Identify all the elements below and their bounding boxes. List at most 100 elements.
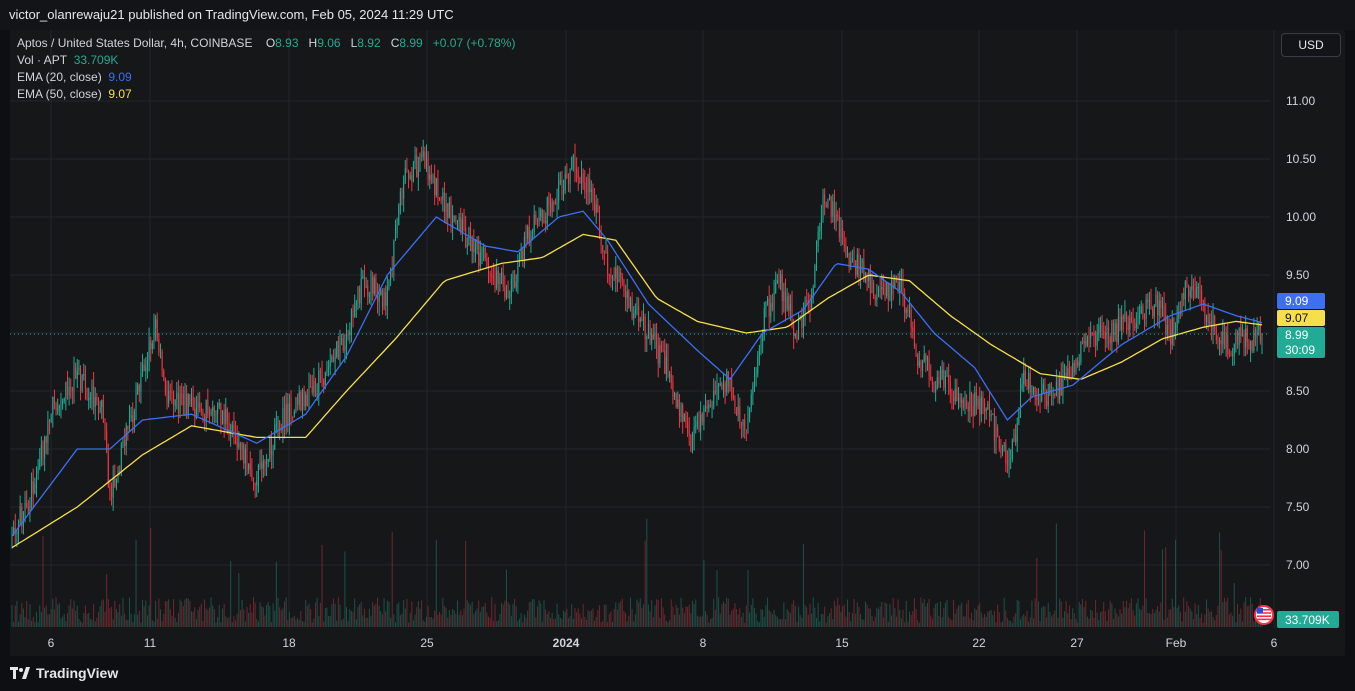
candle-body [267,459,269,462]
volume-bar [944,602,946,627]
candle-body [313,380,315,393]
volume-bar [408,622,410,627]
candle-body [394,232,397,241]
candle-body [913,331,915,347]
volume-bar [892,597,894,627]
volume-bar [97,611,100,627]
volume-bar [58,603,60,627]
candle-body [917,354,919,367]
candle-body [1189,290,1191,297]
candle-body [383,292,385,307]
candle-body [71,387,73,392]
volume-bar [525,617,527,627]
volume-bar [1106,620,1108,627]
volume-bar [941,617,943,627]
volume-bar [1153,613,1155,627]
volume-bar [156,618,158,627]
candle-body [1228,353,1230,355]
candle-body [961,400,963,403]
volume-bar [19,614,21,627]
volume-bar [1046,617,1048,627]
volume-bar [434,610,436,627]
volume-bar [646,518,648,627]
candle-body [1042,383,1044,391]
volume-bar [254,602,256,627]
volume-bar [308,603,310,627]
candle-body [1028,372,1030,389]
candle-body [380,290,382,295]
volume-bar [750,604,752,627]
candle-body [607,251,609,274]
volume-bar [643,604,645,627]
legend-ema20-label[interactable]: EMA (20, close) [17,70,102,84]
volume-bar [86,613,88,627]
candle-body [1254,329,1256,338]
candle-body [682,404,684,422]
volume-bar [179,599,181,627]
volume-bar [1011,622,1013,627]
legend-symbol[interactable]: Aptos / United States Dollar, 4h, COINBA… [17,36,253,50]
legend-ema50-label[interactable]: EMA (50, close) [17,87,102,101]
candle-body [1085,340,1087,346]
volume-bar [1227,597,1229,627]
candle-body [618,272,620,283]
volume-bar [150,528,152,627]
candle-body [443,192,445,213]
candle-body [709,404,711,408]
candle-body [962,400,964,408]
candle-body [814,265,816,288]
volume-bar [1204,614,1206,627]
volume-bar [801,617,803,627]
volume-bar [902,609,904,627]
tradingview-logo[interactable]: TradingView [10,665,118,681]
currency-button[interactable]: USD [1281,33,1341,57]
volume-bar [698,616,700,627]
volume-bar [84,605,86,627]
volume-bar [1023,614,1025,627]
candle-body [1166,325,1168,333]
candle-body [773,292,775,310]
volume-bar [443,606,445,627]
chart-panel[interactable] [10,30,1345,656]
candle-body [504,286,506,298]
candle-body [197,403,199,409]
volume-bar [768,610,770,627]
volume-bar [1126,600,1128,627]
candle-body [1121,316,1123,330]
candle-body [680,404,682,417]
volume-bar [463,608,465,627]
volume-bar [566,609,568,627]
candle-body [256,480,258,486]
volume-bar [607,622,609,627]
candle-body [629,298,631,308]
candle-body [850,260,852,268]
candle-body [543,220,545,224]
candle-body [182,394,184,406]
legend-volume-label[interactable]: Vol · APT [17,53,68,67]
volume-bar [807,614,809,627]
candle-body [1119,316,1121,330]
candle-body [1039,398,1041,401]
candle-body [235,433,237,439]
volume-bar [143,606,145,627]
volume-bar [49,614,51,627]
volume-bar [257,621,259,627]
candle-body [830,196,832,217]
volume-bar [654,605,656,627]
volume-bar [652,617,654,627]
candle-body [804,300,806,313]
volume-bar [564,611,566,627]
candle-body [833,201,835,223]
candle-body [1215,329,1217,341]
candle-body [140,373,142,392]
volume-bar [1209,612,1211,627]
volume-bar [620,601,622,627]
candle-body [315,380,317,396]
volume-bar [1104,611,1106,627]
candle-body [97,400,100,413]
candle-body [501,272,503,277]
candle-body [527,227,529,239]
volume-bar [709,619,711,627]
candle-body [163,370,165,379]
